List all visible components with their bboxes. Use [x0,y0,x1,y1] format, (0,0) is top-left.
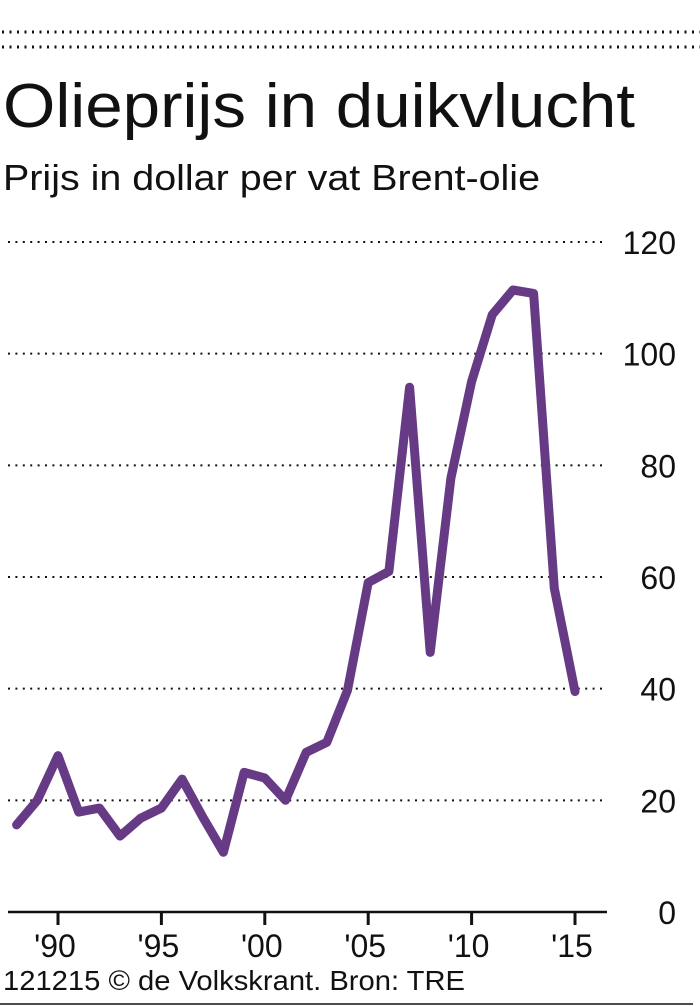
chart-title: Olieprijs in duikvlucht [3,72,635,141]
x-tick-label: '90 [34,928,76,964]
y-tick-label: 100 [623,337,676,373]
y-tick-label: 120 [623,225,676,261]
y-tick-label: 40 [640,672,676,708]
data-points [16,289,576,853]
series-line-brent [12,285,580,857]
x-tick-label: '10 [448,928,490,964]
y-tick-label: 20 [640,783,676,819]
x-tick-label: '95 [138,928,180,964]
source-footer: 121215 © de Volkskrant. Bron: TRE [3,965,465,996]
y-tick-label: 60 [640,560,676,596]
chart-subtitle: Prijs in dollar per vat Brent-olie [3,157,540,198]
y-tick-labels: 0 20 40 60 80 100 120 [623,225,676,931]
gridlines [8,241,607,802]
x-ticks: '90 '95 '00 '05 '10 '15 [34,912,593,964]
x-tick-label: '15 [551,928,593,964]
x-tick-label: '00 [241,928,283,964]
x-tick-label: '05 [344,928,386,964]
y-tick-label: 80 [640,448,676,484]
y-tick-label: 0 [658,895,676,931]
